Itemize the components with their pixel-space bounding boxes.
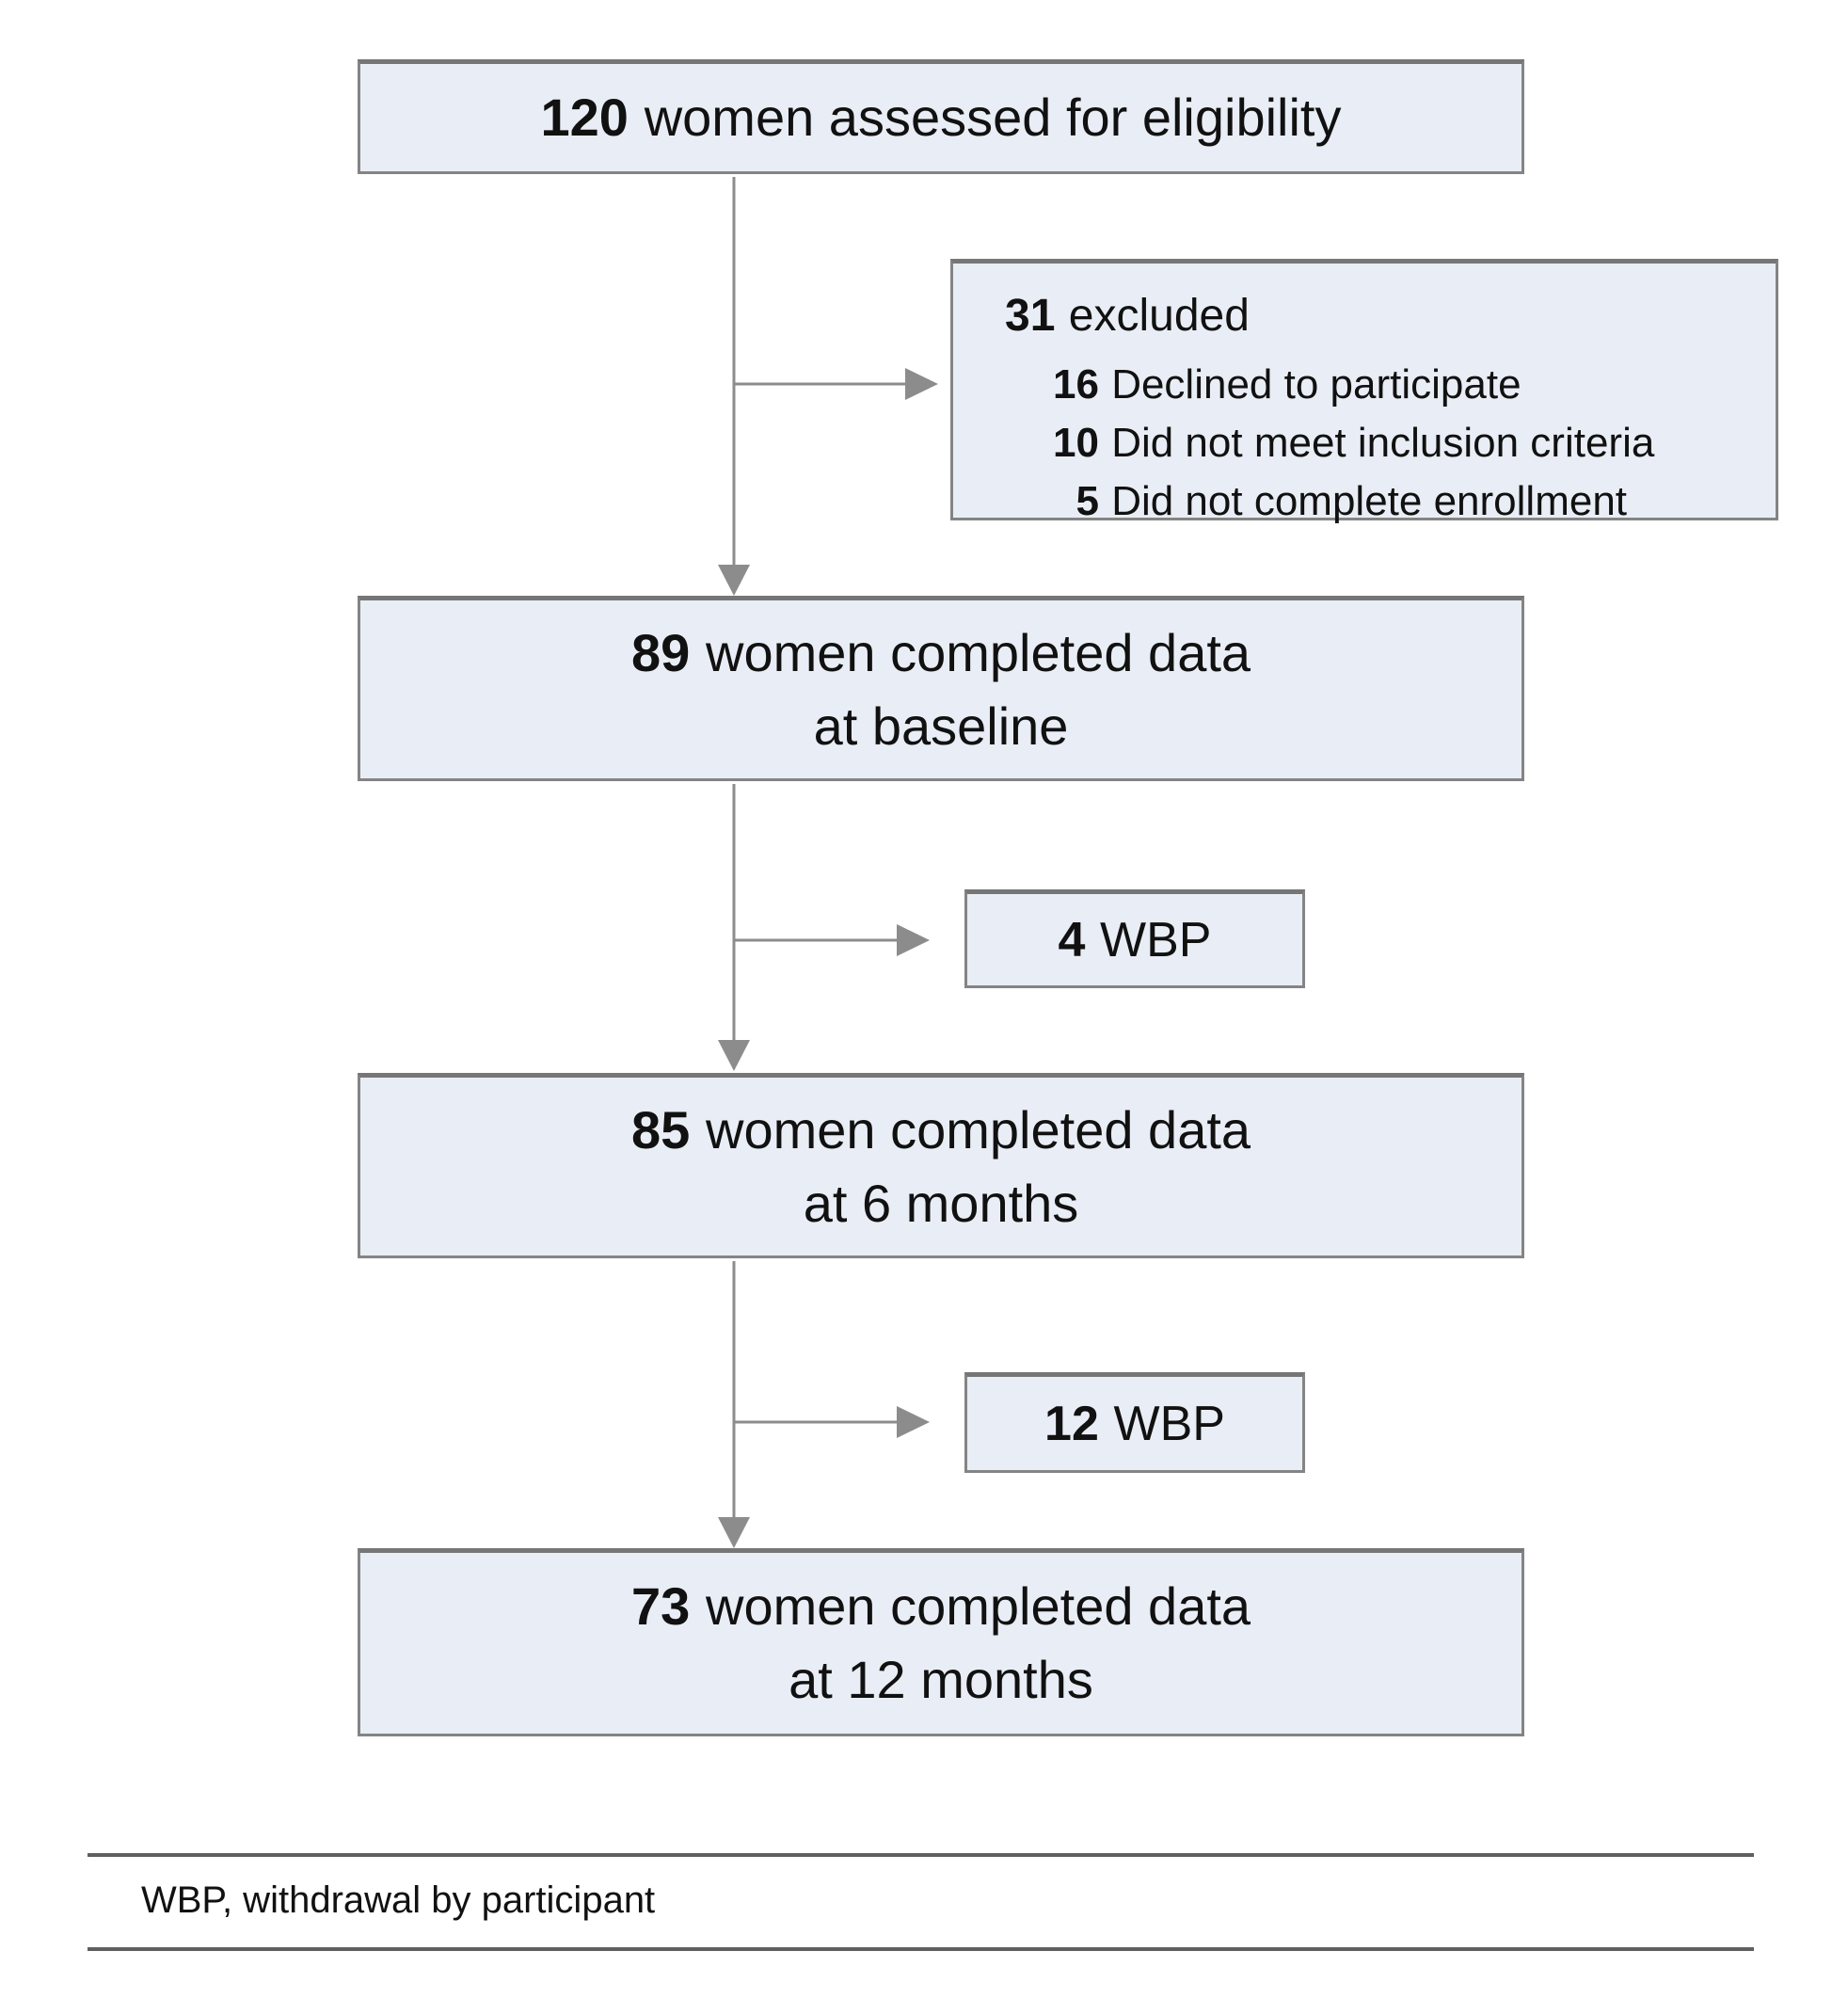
- excluded-count: 31: [1005, 291, 1056, 341]
- arrow-eligibility-to-baseline: [718, 177, 750, 596]
- arrow-to-wbp-12: [734, 1406, 930, 1438]
- box-baseline: 89 women completed data at baseline: [358, 596, 1524, 781]
- excluded-reason-list: 16 Declined to participate 10 Did not meet…: [1005, 356, 1766, 531]
- reason-count: 16: [1053, 361, 1099, 408]
- footnote-rule-bottom: [88, 1947, 1754, 1951]
- excluded-title: 31 excluded: [1005, 288, 1766, 344]
- wbp-six-label: WBP: [1113, 1396, 1225, 1451]
- arrow-6months-to-12months: [718, 1261, 750, 1548]
- reason-label: Did not meet inclusion criteria: [1111, 420, 1655, 466]
- box-twelve-months-line2: at 12 months: [789, 1650, 1093, 1709]
- wbp-six-text: 12 WBP: [1044, 1399, 1225, 1448]
- footnote-rule-top: [88, 1853, 1754, 1857]
- box-six-months-line2: at 6 months: [803, 1173, 1079, 1233]
- twelve-months-count: 73: [630, 1576, 691, 1636]
- excluded-reason: 5 Did not complete enrollment: [1005, 472, 1766, 531]
- footnote-text: WBP, withdrawal by participant: [141, 1879, 656, 1921]
- arrow-to-wbp-4: [734, 924, 930, 956]
- wbp-baseline-text: 4 WBP: [1059, 916, 1212, 965]
- wbp-six-count: 12: [1044, 1396, 1099, 1451]
- arrow-to-excluded: [734, 368, 938, 400]
- reason-label: Did not complete enrollment: [1111, 478, 1628, 524]
- box-eligibility: 120 women assessed for eligibility: [358, 59, 1524, 174]
- excluded-reason: 10 Did not meet inclusion criteria: [1005, 414, 1766, 472]
- box-six-months: 85 women completed data at 6 months: [358, 1073, 1524, 1258]
- box-wbp-six: 12 WBP: [964, 1372, 1305, 1473]
- baseline-label: women completed data: [706, 622, 1251, 682]
- eligibility-label: women assessed for eligibility: [644, 88, 1342, 147]
- wbp-baseline-label: WBP: [1100, 912, 1212, 968]
- box-baseline-line1: 89 women completed data: [631, 616, 1251, 690]
- box-twelve-months: 73 women completed data at 12 months: [358, 1548, 1524, 1736]
- excluded-reason: 16 Declined to participate: [1005, 356, 1766, 414]
- reason-label: Declined to participate: [1111, 361, 1521, 408]
- eligibility-count: 120: [540, 88, 629, 147]
- box-twelve-months-line1: 73 women completed data: [631, 1570, 1251, 1643]
- baseline-count: 89: [630, 622, 691, 682]
- reason-count: 10: [1053, 420, 1099, 466]
- box-eligibility-text: 120 women assessed for eligibility: [540, 81, 1341, 154]
- reason-count: 5: [1075, 478, 1099, 524]
- six-months-count: 85: [630, 1099, 691, 1159]
- wbp-baseline-count: 4: [1058, 912, 1086, 968]
- box-wbp-baseline: 4 WBP: [964, 889, 1305, 988]
- excluded-label: excluded: [1068, 291, 1250, 341]
- box-six-months-line1: 85 women completed data: [631, 1094, 1251, 1167]
- arrow-baseline-to-6months: [718, 784, 750, 1071]
- box-excluded: 31 excluded 16 Declined to participate 10 D…: [950, 259, 1778, 524]
- six-months-label: women completed data: [706, 1099, 1251, 1159]
- twelve-months-label: women completed data: [706, 1576, 1251, 1636]
- box-baseline-line2: at baseline: [813, 696, 1069, 756]
